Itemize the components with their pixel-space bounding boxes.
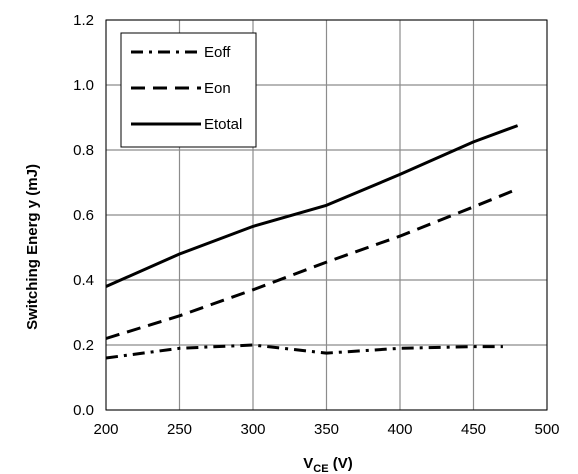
legend-label-etotal: Etotal xyxy=(204,116,242,133)
legend-label-eoff: Eoff xyxy=(204,44,231,61)
tick-labels: 200 250 300 350 400 450 500 0.0 0.2 0.4 0.6 0.8 1.0 1… xyxy=(73,12,559,438)
x-tick-label: 350 xyxy=(314,421,339,438)
y-tick-label: 0.2 xyxy=(73,337,94,354)
y-tick-label: 0.4 xyxy=(73,272,94,289)
y-tick-label: 1.0 xyxy=(73,77,94,94)
x-axis-title: VCE (V) xyxy=(303,455,352,474)
legend-items: Eoff Eon Etotal xyxy=(131,44,242,133)
x-tick-label: 300 xyxy=(240,421,265,438)
x-tick-label: 200 xyxy=(93,421,118,438)
series-line-eoff xyxy=(105,343,503,360)
y-tick-label: 0.8 xyxy=(73,142,94,159)
x-tick-label: 500 xyxy=(534,421,559,438)
x-axis-title-subscript: CE xyxy=(313,463,328,474)
x-axis-title-main: V xyxy=(303,455,313,472)
y-tick-label: 0.0 xyxy=(73,402,94,419)
x-tick-label: 400 xyxy=(387,421,412,438)
series-line-etotal xyxy=(105,124,519,288)
x-tick-label: 450 xyxy=(461,421,486,438)
x-axis-title-unit: (V) xyxy=(329,455,353,472)
legend-label-eon: Eon xyxy=(204,80,231,97)
plot-frame xyxy=(105,19,548,411)
series-line-eon xyxy=(105,187,519,340)
y-axis-title: Switching Energ y (mJ) xyxy=(24,164,41,330)
y-tick-label: 1.2 xyxy=(73,12,94,29)
legend: Eoff Eon Etotal xyxy=(120,32,257,148)
x-tick-label: 250 xyxy=(167,421,192,438)
y-tick-label: 0.6 xyxy=(73,207,94,224)
series-lines xyxy=(105,124,519,360)
